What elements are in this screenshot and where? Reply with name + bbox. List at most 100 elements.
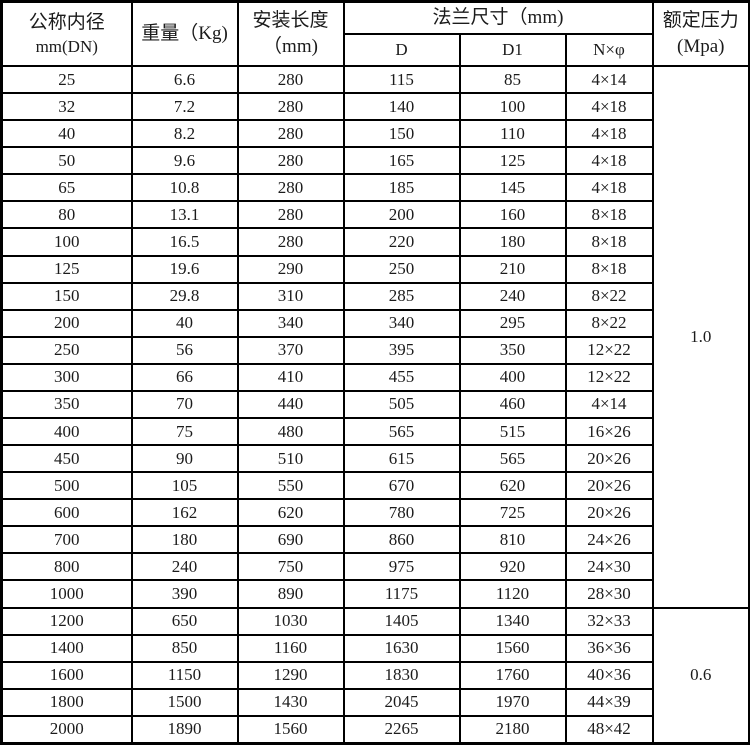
install-length-label-zh: 安装长度: [252, 10, 329, 32]
d-cell: 165: [342, 146, 461, 176]
length-cell: 280: [236, 119, 345, 149]
table-row: 1200 650 1030 1405 1340 32×33 0.6: [0, 606, 750, 745]
table-row: 250 56 370 395 350 12×22: [0, 335, 750, 365]
d-cell: 340: [342, 308, 461, 338]
table-row: 65 10.8 280 185 145 4×18: [0, 173, 750, 203]
weight-cell: 180: [130, 525, 239, 555]
d-cell: 1630: [342, 633, 461, 663]
d1-cell: 85: [458, 64, 567, 95]
weight-cell: 16.5: [130, 227, 239, 257]
length-cell: 440: [236, 389, 345, 420]
length-cell: 410: [236, 362, 345, 392]
weight-cell: 240: [130, 552, 239, 582]
length-cell: 280: [236, 92, 345, 122]
length-cell: 1290: [236, 660, 345, 690]
table-row: 50 9.6 280 165 125 4×18: [0, 146, 750, 176]
d-cell: 2265: [342, 714, 461, 745]
nphi-cell: 8×18: [564, 254, 654, 284]
d-cell: 185: [342, 173, 461, 203]
dn-cell: 800: [0, 552, 133, 582]
dn-cell: 32: [0, 92, 133, 122]
n-phi-label: N×φ: [593, 39, 625, 59]
nphi-cell: 48×42: [564, 714, 654, 745]
weight-cell: 75: [130, 417, 239, 447]
col-header-d: D: [342, 33, 461, 67]
weight-cell: 56: [130, 335, 239, 365]
table-row: 200 40 340 340 295 8×22: [0, 308, 750, 338]
length-cell: 1030: [236, 606, 345, 636]
dn-cell: 100: [0, 227, 133, 257]
length-cell: 290: [236, 254, 345, 284]
table-row: 32 7.2 280 140 100 4×18: [0, 92, 750, 122]
d-cell: 200: [342, 200, 461, 230]
table-row: 500 105 550 670 620 20×26: [0, 471, 750, 501]
d-cell: 455: [342, 362, 461, 392]
header-row-1: 公称内径 mm(DN) 重量（Kg) 安装长度 （mm) 法兰尺寸（mm) 额定…: [0, 0, 750, 67]
dn-cell: 500: [0, 471, 133, 501]
dn-cell: 1400: [0, 633, 133, 663]
d1-cell: 810: [458, 525, 567, 555]
table-row: 600 162 620 780 725 20×26: [0, 498, 750, 528]
table-row: 800 240 750 975 920 24×30: [0, 552, 750, 582]
rated-pressure-unit: (Mpa): [677, 36, 725, 57]
nphi-cell: 8×18: [564, 227, 654, 257]
weight-cell: 13.1: [130, 200, 239, 230]
weight-cell: 8.2: [130, 119, 239, 149]
nphi-cell: 4×14: [564, 389, 654, 420]
d1-cell: 400: [458, 362, 567, 392]
table-row: 2000 1890 1560 2265 2180 48×42: [0, 714, 750, 745]
nphi-cell: 28×30: [564, 579, 654, 609]
weight-cell: 29.8: [130, 281, 239, 311]
length-cell: 510: [236, 444, 345, 474]
length-cell: 1430: [236, 687, 345, 717]
nphi-cell: 4×18: [564, 92, 654, 122]
table-header: 公称内径 mm(DN) 重量（Kg) 安装长度 （mm) 法兰尺寸（mm) 额定…: [0, 0, 750, 67]
col-header-install-length: 安装长度 （mm): [236, 0, 345, 67]
d-cell: 250: [342, 254, 461, 284]
nphi-cell: 4×14: [564, 64, 654, 95]
d1-cell: 100: [458, 92, 567, 122]
table-row: 100 16.5 280 220 180 8×18: [0, 227, 750, 257]
col-header-flange-size-group: 法兰尺寸（mm): [342, 0, 654, 35]
nphi-cell: 20×26: [564, 444, 654, 474]
d-cell: 975: [342, 552, 461, 582]
nphi-cell: 32×33: [564, 606, 654, 636]
d-cell: 2045: [342, 687, 461, 717]
d1-cell: 725: [458, 498, 567, 528]
flange-size-label: 法兰尺寸（mm): [432, 7, 564, 29]
d1-cell: 145: [458, 173, 567, 203]
d-cell: 860: [342, 525, 461, 555]
dn-cell: 50: [0, 146, 133, 176]
d-cell: 505: [342, 389, 461, 420]
d-cell: 780: [342, 498, 461, 528]
length-cell: 370: [236, 335, 345, 365]
nphi-cell: 4×18: [564, 119, 654, 149]
length-cell: 480: [236, 417, 345, 447]
nphi-cell: 12×22: [564, 335, 654, 365]
table-row: 1600 1150 1290 1830 1760 40×36: [0, 660, 750, 690]
header-row-2: D D1 N×φ: [2, 33, 750, 67]
weight-cell: 9.6: [130, 146, 239, 176]
d1-label: D1: [502, 39, 523, 59]
nominal-diameter-unit: mm(DN): [35, 36, 98, 56]
dn-cell: 250: [0, 335, 133, 365]
table-row: 1800 1500 1430 2045 1970 44×39: [0, 687, 750, 717]
col-header-nominal-diameter: 公称内径 mm(DN): [0, 0, 133, 67]
length-cell: 620: [236, 498, 345, 528]
length-cell: 280: [236, 64, 345, 95]
length-cell: 280: [236, 173, 345, 203]
d-cell: 615: [342, 444, 461, 474]
length-cell: 550: [236, 471, 345, 501]
d-cell: 150: [342, 119, 461, 149]
dn-cell: 1200: [0, 606, 133, 636]
d-cell: 395: [342, 335, 461, 365]
nphi-cell: 4×18: [564, 146, 654, 176]
weight-cell: 40: [130, 308, 239, 338]
dn-cell: 25: [0, 64, 133, 95]
d1-cell: 1120: [458, 579, 567, 609]
d-cell: 115: [342, 64, 461, 95]
nphi-cell: 4×18: [564, 173, 654, 203]
table-row: 350 70 440 505 460 4×14: [0, 389, 750, 420]
table-row: 700 180 690 860 810 24×26: [0, 525, 750, 555]
d1-cell: 2180: [458, 714, 567, 745]
